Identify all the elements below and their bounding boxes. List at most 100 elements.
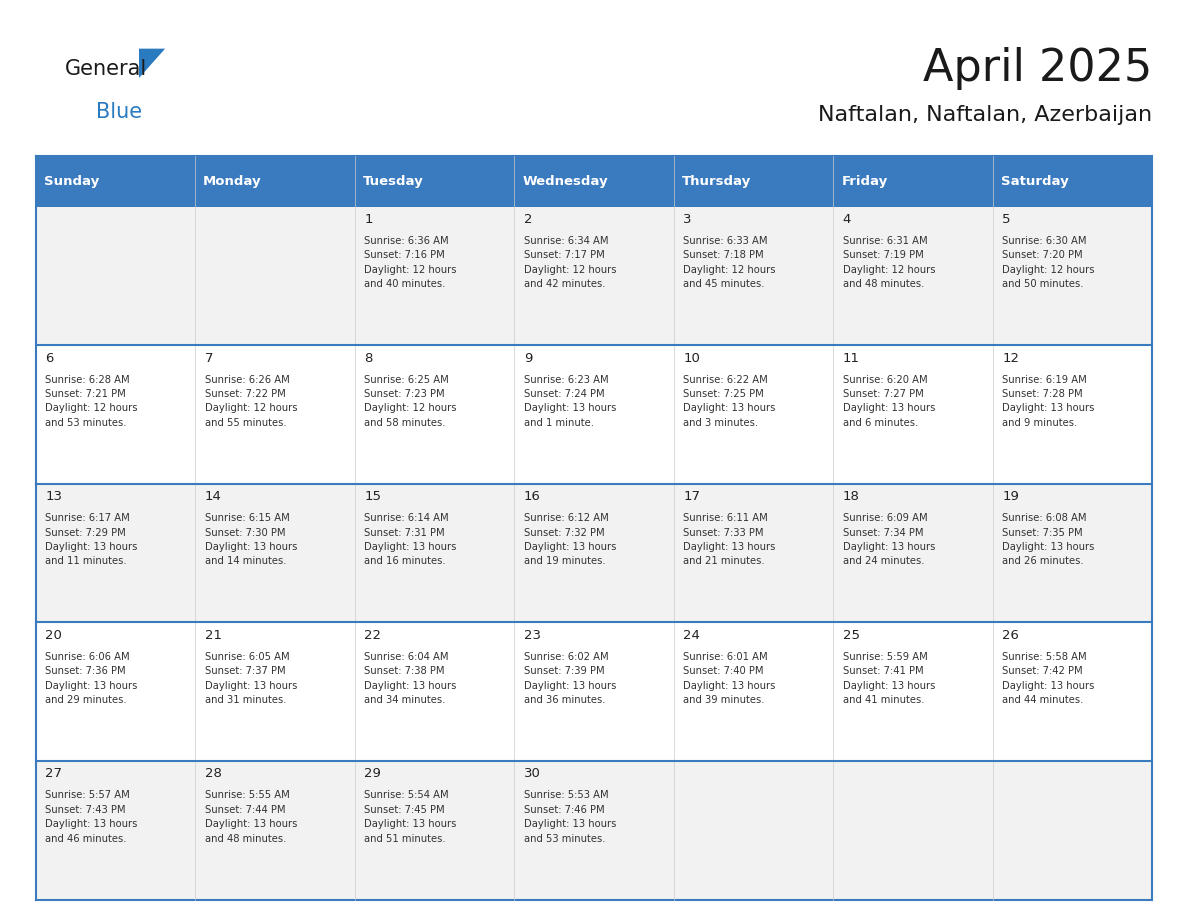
Bar (195, 761, 355, 900)
Text: 22: 22 (365, 629, 381, 642)
Text: Sunrise: 6:12 AM
Sunset: 7:32 PM
Daylight: 13 hours
and 19 minutes.: Sunrise: 6:12 AM Sunset: 7:32 PM Dayligh… (524, 513, 617, 566)
Text: 26: 26 (1003, 629, 1019, 642)
Text: Tuesday: Tuesday (362, 174, 423, 188)
Bar (674, 622, 833, 761)
Text: Saturday: Saturday (1000, 174, 1068, 188)
Text: Sunday: Sunday (44, 174, 99, 188)
Bar (833, 761, 993, 900)
Text: Sunrise: 6:28 AM
Sunset: 7:21 PM
Daylight: 12 hours
and 53 minutes.: Sunrise: 6:28 AM Sunset: 7:21 PM Dayligh… (45, 375, 138, 428)
Text: 28: 28 (204, 767, 221, 780)
Bar (674, 345, 833, 484)
Text: Sunrise: 5:55 AM
Sunset: 7:44 PM
Daylight: 13 hours
and 48 minutes.: Sunrise: 5:55 AM Sunset: 7:44 PM Dayligh… (204, 790, 297, 844)
Text: Sunrise: 6:05 AM
Sunset: 7:37 PM
Daylight: 13 hours
and 31 minutes.: Sunrise: 6:05 AM Sunset: 7:37 PM Dayligh… (204, 652, 297, 705)
Text: 10: 10 (683, 352, 700, 364)
Text: 23: 23 (524, 629, 541, 642)
Bar (833, 156, 993, 207)
Text: Sunrise: 6:04 AM
Sunset: 7:38 PM
Daylight: 13 hours
and 34 minutes.: Sunrise: 6:04 AM Sunset: 7:38 PM Dayligh… (365, 652, 456, 705)
Bar (514, 622, 674, 761)
Bar (514, 156, 674, 207)
Text: Friday: Friday (841, 174, 887, 188)
Text: Blue: Blue (96, 102, 143, 122)
Text: Thursday: Thursday (682, 174, 751, 188)
Text: Naftalan, Naftalan, Azerbaijan: Naftalan, Naftalan, Azerbaijan (819, 105, 1152, 125)
Bar (195, 207, 355, 345)
Bar (514, 345, 674, 484)
Text: Sunrise: 6:26 AM
Sunset: 7:22 PM
Daylight: 12 hours
and 55 minutes.: Sunrise: 6:26 AM Sunset: 7:22 PM Dayligh… (204, 375, 297, 428)
Text: April 2025: April 2025 (923, 48, 1152, 90)
Text: Sunrise: 6:20 AM
Sunset: 7:27 PM
Daylight: 13 hours
and 6 minutes.: Sunrise: 6:20 AM Sunset: 7:27 PM Dayligh… (842, 375, 935, 428)
Text: 27: 27 (45, 767, 62, 780)
Bar (833, 207, 993, 345)
Text: 20: 20 (45, 629, 62, 642)
Text: 4: 4 (842, 213, 851, 226)
Text: 11: 11 (842, 352, 860, 364)
Text: 7: 7 (204, 352, 213, 364)
Bar (514, 207, 674, 345)
Text: Sunrise: 6:23 AM
Sunset: 7:24 PM
Daylight: 13 hours
and 1 minute.: Sunrise: 6:23 AM Sunset: 7:24 PM Dayligh… (524, 375, 617, 428)
Text: 19: 19 (1003, 490, 1019, 503)
Text: Sunrise: 6:31 AM
Sunset: 7:19 PM
Daylight: 12 hours
and 48 minutes.: Sunrise: 6:31 AM Sunset: 7:19 PM Dayligh… (842, 236, 935, 289)
Bar (36, 345, 195, 484)
Text: Sunrise: 6:17 AM
Sunset: 7:29 PM
Daylight: 13 hours
and 11 minutes.: Sunrise: 6:17 AM Sunset: 7:29 PM Dayligh… (45, 513, 138, 566)
Text: Sunrise: 5:54 AM
Sunset: 7:45 PM
Daylight: 13 hours
and 51 minutes.: Sunrise: 5:54 AM Sunset: 7:45 PM Dayligh… (365, 790, 456, 844)
Bar (355, 207, 514, 345)
Bar (36, 156, 195, 207)
Bar (195, 484, 355, 622)
Text: 8: 8 (365, 352, 373, 364)
Bar (36, 484, 195, 622)
Bar (36, 761, 195, 900)
Bar (993, 156, 1152, 207)
Text: Sunrise: 6:08 AM
Sunset: 7:35 PM
Daylight: 13 hours
and 26 minutes.: Sunrise: 6:08 AM Sunset: 7:35 PM Dayligh… (1003, 513, 1094, 566)
Bar (195, 622, 355, 761)
Text: Wednesday: Wednesday (523, 174, 608, 188)
Bar (195, 345, 355, 484)
Bar (36, 622, 195, 761)
Bar (36, 207, 195, 345)
Text: 16: 16 (524, 490, 541, 503)
Bar (674, 207, 833, 345)
Bar (833, 484, 993, 622)
Bar (674, 156, 833, 207)
Text: 15: 15 (365, 490, 381, 503)
Bar (514, 761, 674, 900)
Text: General: General (65, 59, 147, 79)
Text: Sunrise: 6:25 AM
Sunset: 7:23 PM
Daylight: 12 hours
and 58 minutes.: Sunrise: 6:25 AM Sunset: 7:23 PM Dayligh… (365, 375, 456, 428)
Text: Sunrise: 6:36 AM
Sunset: 7:16 PM
Daylight: 12 hours
and 40 minutes.: Sunrise: 6:36 AM Sunset: 7:16 PM Dayligh… (365, 236, 456, 289)
Bar (355, 156, 514, 207)
Text: 25: 25 (842, 629, 860, 642)
Bar (993, 761, 1152, 900)
Bar (355, 484, 514, 622)
Bar (993, 484, 1152, 622)
Bar (674, 484, 833, 622)
Text: Sunrise: 5:53 AM
Sunset: 7:46 PM
Daylight: 13 hours
and 53 minutes.: Sunrise: 5:53 AM Sunset: 7:46 PM Dayligh… (524, 790, 617, 844)
Text: 14: 14 (204, 490, 221, 503)
Text: 5: 5 (1003, 213, 1011, 226)
Bar (514, 484, 674, 622)
Text: Sunrise: 6:30 AM
Sunset: 7:20 PM
Daylight: 12 hours
and 50 minutes.: Sunrise: 6:30 AM Sunset: 7:20 PM Dayligh… (1003, 236, 1095, 289)
Text: 12: 12 (1003, 352, 1019, 364)
Text: 29: 29 (365, 767, 381, 780)
Text: Monday: Monday (203, 174, 261, 188)
Text: Sunrise: 6:15 AM
Sunset: 7:30 PM
Daylight: 13 hours
and 14 minutes.: Sunrise: 6:15 AM Sunset: 7:30 PM Dayligh… (204, 513, 297, 566)
Bar (833, 345, 993, 484)
Bar (355, 345, 514, 484)
Text: 18: 18 (842, 490, 860, 503)
Text: Sunrise: 6:09 AM
Sunset: 7:34 PM
Daylight: 13 hours
and 24 minutes.: Sunrise: 6:09 AM Sunset: 7:34 PM Dayligh… (842, 513, 935, 566)
Bar (674, 761, 833, 900)
Bar (355, 622, 514, 761)
Text: 21: 21 (204, 629, 222, 642)
Bar (195, 156, 355, 207)
Text: Sunrise: 5:58 AM
Sunset: 7:42 PM
Daylight: 13 hours
and 44 minutes.: Sunrise: 5:58 AM Sunset: 7:42 PM Dayligh… (1003, 652, 1094, 705)
Polygon shape (139, 49, 165, 78)
Text: Sunrise: 5:57 AM
Sunset: 7:43 PM
Daylight: 13 hours
and 46 minutes.: Sunrise: 5:57 AM Sunset: 7:43 PM Dayligh… (45, 790, 138, 844)
Text: Sunrise: 6:34 AM
Sunset: 7:17 PM
Daylight: 12 hours
and 42 minutes.: Sunrise: 6:34 AM Sunset: 7:17 PM Dayligh… (524, 236, 617, 289)
Text: Sunrise: 5:59 AM
Sunset: 7:41 PM
Daylight: 13 hours
and 41 minutes.: Sunrise: 5:59 AM Sunset: 7:41 PM Dayligh… (842, 652, 935, 705)
Bar (993, 345, 1152, 484)
Text: Sunrise: 6:33 AM
Sunset: 7:18 PM
Daylight: 12 hours
and 45 minutes.: Sunrise: 6:33 AM Sunset: 7:18 PM Dayligh… (683, 236, 776, 289)
Text: Sunrise: 6:14 AM
Sunset: 7:31 PM
Daylight: 13 hours
and 16 minutes.: Sunrise: 6:14 AM Sunset: 7:31 PM Dayligh… (365, 513, 456, 566)
Text: Sunrise: 6:06 AM
Sunset: 7:36 PM
Daylight: 13 hours
and 29 minutes.: Sunrise: 6:06 AM Sunset: 7:36 PM Dayligh… (45, 652, 138, 705)
Text: 9: 9 (524, 352, 532, 364)
Text: 1: 1 (365, 213, 373, 226)
Text: Sunrise: 6:22 AM
Sunset: 7:25 PM
Daylight: 13 hours
and 3 minutes.: Sunrise: 6:22 AM Sunset: 7:25 PM Dayligh… (683, 375, 776, 428)
Text: Sunrise: 6:02 AM
Sunset: 7:39 PM
Daylight: 13 hours
and 36 minutes.: Sunrise: 6:02 AM Sunset: 7:39 PM Dayligh… (524, 652, 617, 705)
